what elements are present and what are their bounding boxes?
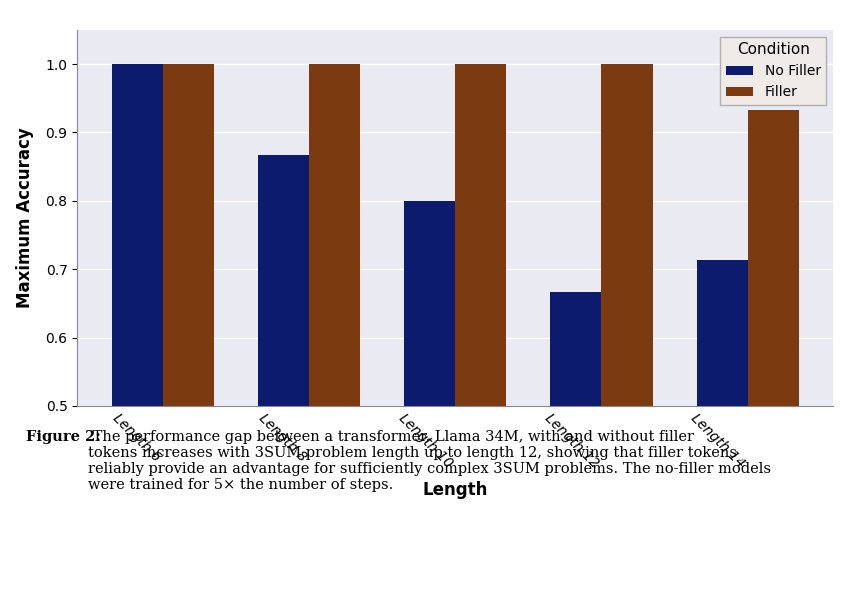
Text: Figure 2:: Figure 2:	[26, 430, 101, 444]
Text: The performance gap between a transformer, Llama 34M, with and without filler
to: The performance gap between a transforme…	[88, 430, 771, 493]
Bar	[697, 260, 747, 597]
Bar	[747, 110, 799, 597]
Bar	[258, 155, 309, 597]
Bar	[404, 201, 455, 597]
Bar	[551, 292, 601, 597]
Bar	[112, 64, 163, 597]
Legend: No Filler, Filler: No Filler, Filler	[720, 37, 826, 105]
Bar	[163, 64, 214, 597]
Bar	[455, 64, 507, 597]
X-axis label: Length: Length	[423, 481, 488, 500]
Bar	[309, 64, 360, 597]
Bar	[601, 64, 653, 597]
Y-axis label: Maximum Accuracy: Maximum Accuracy	[16, 128, 34, 308]
